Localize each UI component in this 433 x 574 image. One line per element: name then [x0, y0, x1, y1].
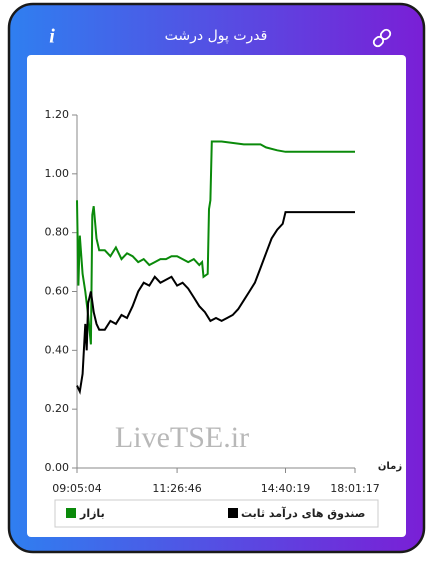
y-tick-label: 1.00 [45, 167, 70, 180]
series-line [76, 140, 355, 345]
y-tick-label: 0.80 [45, 226, 70, 239]
series-line [76, 211, 355, 395]
legend-swatch [66, 508, 76, 518]
y-tick-label: 0.00 [45, 461, 70, 474]
link-button[interactable] [372, 28, 392, 48]
y-tick-label: 0.40 [45, 343, 70, 356]
legend-label: صندوق های درآمد ثابت [241, 506, 365, 520]
x-axis-label: زمان [378, 461, 402, 472]
y-tick-label: 0.60 [45, 285, 70, 298]
chart-panel [27, 55, 406, 537]
info-button[interactable]: i [49, 26, 55, 48]
y-tick-label: 0.20 [45, 402, 70, 415]
x-tick-label: 14:40:19 [261, 482, 310, 495]
title: قدرت پول درشت [165, 28, 268, 44]
watermark: LiveTSE.ir [115, 421, 249, 454]
legend-swatch [228, 508, 238, 518]
x-tick-label: 09:05:04 [52, 482, 101, 495]
y-tick-label: 1.20 [45, 108, 70, 121]
legend [54, 499, 379, 528]
x-tick-label: 18:01:17 [330, 482, 379, 495]
x-tick-label: 11:26:46 [152, 482, 201, 495]
legend-label: بازار [79, 507, 105, 520]
